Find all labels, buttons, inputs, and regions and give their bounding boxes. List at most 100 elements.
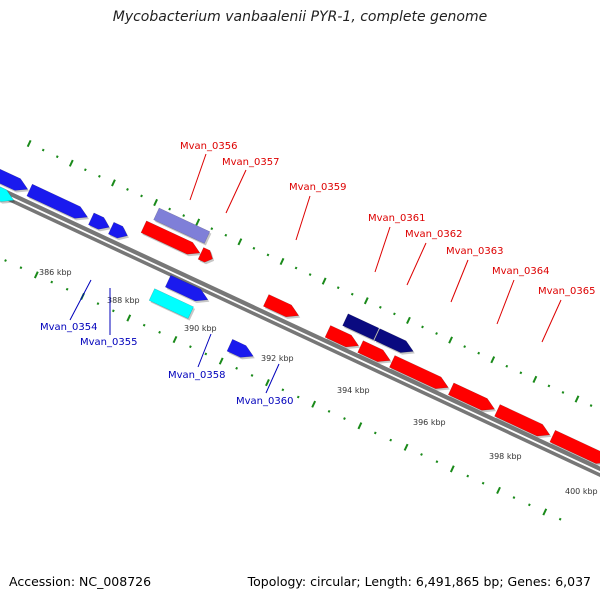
gene-arrow[interactable] [0, 168, 29, 191]
ruler-tick-upper [561, 391, 565, 394]
gene-arrow[interactable] [389, 355, 449, 390]
gene-label[interactable]: Mvan_0365 [538, 286, 595, 297]
ruler-tick-upper [547, 384, 551, 388]
ruler-tick-lower [235, 366, 238, 370]
gene-label[interactable]: Mvan_0364 [492, 266, 549, 277]
gene-label[interactable]: Mvan_0362 [405, 229, 462, 240]
ruler-tick-lower [189, 345, 192, 349]
ruler-tick-upper [448, 336, 453, 344]
gene-arrow[interactable] [494, 404, 551, 437]
ruler-tick-upper [41, 148, 45, 152]
gene-label[interactable]: Mvan_0356 [180, 141, 237, 152]
ruler-tick-lower [466, 474, 470, 478]
ruler-tick-upper [435, 332, 438, 335]
ruler-tick-lower [204, 352, 208, 356]
map-title: Mycobacterium vanbaalenii PYR-1, complet… [112, 9, 488, 25]
ruler-tick-upper [393, 312, 396, 316]
gene-leader-line [374, 226, 391, 273]
ruler-label: 392 kbp [261, 354, 294, 363]
ruler-tick-lower [435, 460, 439, 464]
gene-arrow[interactable] [108, 221, 128, 239]
ruler-tick-lower [512, 496, 516, 500]
gene-arrow[interactable] [373, 328, 414, 353]
ruler-tick-upper [406, 316, 411, 325]
ruler-tick-upper [463, 345, 467, 349]
ruler-tick-upper [26, 139, 32, 148]
gene-arrow[interactable] [549, 429, 600, 464]
ruler-tick-upper [321, 277, 327, 285]
gene-label[interactable]: Mvan_0354 [40, 322, 97, 333]
ruler-label: 398 kbp [489, 452, 522, 461]
ruler-tick-upper [153, 198, 158, 207]
gene-label[interactable]: Mvan_0359 [289, 182, 346, 193]
ruler-tick-upper [252, 246, 256, 250]
ruler-tick-lower [142, 323, 146, 327]
ruler-tick-upper [68, 159, 74, 167]
gene-arrow[interactable] [140, 220, 201, 255]
ruler-tick-upper [490, 356, 496, 364]
ruler-tick-upper [168, 207, 172, 211]
ruler-label: 386 kbp [39, 268, 72, 277]
ruler-label: 400 kbp [565, 487, 598, 496]
ruler-tick-lower [327, 409, 331, 413]
ruler-tick-upper [182, 214, 186, 218]
ruler-tick-lower [218, 357, 224, 365]
gene-leader-line [265, 363, 280, 394]
gene-arrow[interactable] [226, 338, 254, 358]
gene-arrow[interactable] [164, 274, 209, 302]
ruler-tick-upper [477, 351, 481, 355]
ruler-tick-upper [336, 286, 340, 290]
gene-arrow[interactable] [342, 313, 380, 341]
ruler-tick-lower [542, 508, 548, 516]
ruler-tick-lower [403, 443, 409, 451]
gene-arrow[interactable] [197, 247, 213, 263]
gene-arrow[interactable] [26, 183, 88, 219]
gene-label[interactable]: Mvan_0360 [236, 396, 293, 407]
ruler-tick-upper [350, 292, 354, 296]
gene-label[interactable]: Mvan_0363 [446, 246, 503, 257]
ruler-tick-upper [532, 375, 538, 383]
ruler-tick-lower [111, 309, 115, 313]
ruler-tick-upper [589, 404, 593, 407]
gene-arrow[interactable] [357, 340, 391, 362]
gene-leader-line [295, 195, 311, 241]
gene-leader-line [197, 333, 212, 368]
genome-summary-text: Topology: circular; Length: 6,491,865 bp… [247, 574, 591, 589]
ruler-tick-upper [505, 364, 509, 368]
ruler-tick-lower [558, 517, 562, 521]
ruler-tick-lower [33, 271, 39, 279]
ruler-tick-upper [363, 297, 369, 305]
gene-arrow[interactable] [0, 182, 15, 202]
gene-arrow[interactable] [153, 207, 211, 244]
ruler-tick-lower [343, 417, 346, 420]
gene-leader-line [450, 259, 469, 303]
gene-leader-line [406, 242, 427, 286]
ruler-tick-upper [83, 168, 87, 172]
ruler-tick-lower [250, 374, 254, 377]
gene-leader-line [496, 279, 515, 325]
gene-label[interactable]: Mvan_0357 [222, 157, 279, 168]
ruler-tick-lower [96, 302, 100, 306]
gene-label[interactable]: Mvan_0361 [368, 213, 425, 224]
gene-label[interactable]: Mvan_0355 [80, 337, 137, 348]
ruler-tick-upper [55, 155, 59, 159]
gene-arrow[interactable] [447, 382, 495, 411]
ruler-label: 388 kbp [107, 296, 140, 305]
ruler-tick-upper [378, 305, 382, 309]
ruler-tick-upper [574, 395, 580, 403]
gene-label[interactable]: Mvan_0358 [168, 370, 225, 381]
ruler-tick-lower [265, 379, 270, 387]
ruler-tick-lower [4, 259, 7, 262]
gene-arrow[interactable] [148, 288, 194, 319]
gene-leader-line [189, 153, 207, 201]
ruler-tick-lower [19, 266, 23, 270]
gene-arrow[interactable] [263, 294, 300, 318]
ruler-tick-upper [237, 238, 243, 246]
ruler-tick-upper [210, 227, 214, 231]
ruler-tick-lower [481, 481, 485, 485]
gene-leader-line [69, 279, 92, 321]
gene-arrow[interactable] [324, 325, 360, 348]
gene-arrow[interactable] [88, 212, 110, 230]
ruler-tick-lower [496, 486, 501, 495]
